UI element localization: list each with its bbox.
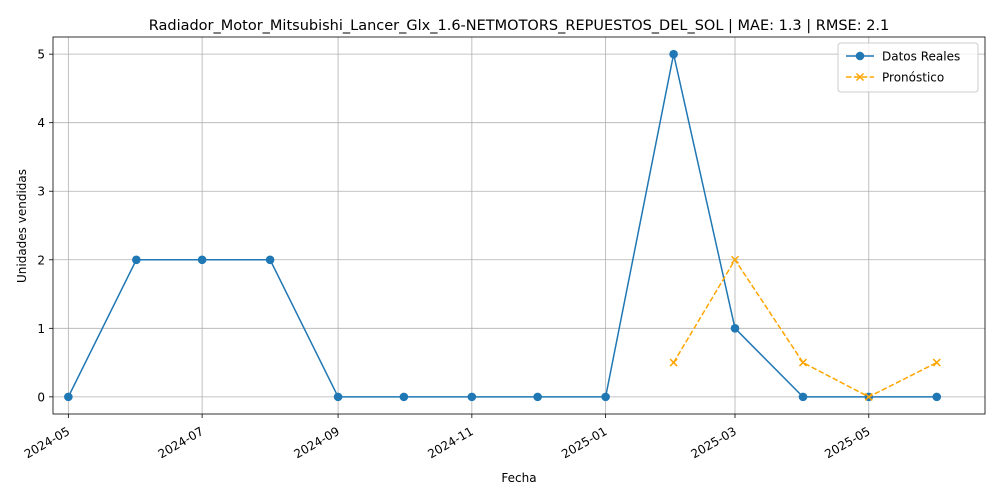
data-point-datos-reales — [265, 255, 275, 265]
data-point-datos-reales — [669, 49, 678, 59]
series-datos-reales — [64, 49, 942, 402]
data-point-pronostico — [798, 358, 808, 367]
legend-item-datos-reales: Datos Reales — [846, 50, 960, 64]
y-tick-label: 2 — [37, 253, 45, 267]
x-tick-label: 2025-05 — [822, 424, 872, 461]
x-tick-label: 2024-09 — [292, 424, 342, 461]
series-pronostico — [669, 255, 941, 401]
data-point-pronostico — [932, 358, 941, 367]
x-axis-label: Fecha — [501, 471, 536, 485]
data-point-pronostico — [669, 358, 678, 367]
data-point-datos-reales — [64, 392, 73, 402]
data-point-datos-reales — [399, 392, 409, 402]
x-tick-label: 2024-07 — [156, 424, 206, 461]
data-point-datos-reales — [932, 392, 942, 402]
chart-title: Radiador_Motor_Mitsubishi_Lancer_Glx_1.6… — [149, 18, 890, 34]
legend-item-pronostico: Pronóstico — [846, 71, 944, 85]
y-tick-label: 5 — [37, 48, 45, 62]
data-point-datos-reales — [798, 392, 808, 402]
legend-marker-pronostico — [855, 72, 865, 82]
x-tick-label: 2025-03 — [688, 424, 738, 461]
x-axis: 2024-05 2024-07 2024-09 2024-11 2025-01 2025-… — [22, 414, 873, 461]
data-point-pronostico — [864, 392, 873, 401]
y-tick-label: 4 — [37, 116, 45, 130]
y-tick-label: 1 — [37, 322, 45, 336]
grid-lines — [53, 37, 985, 414]
x-tick-label: 2025-01 — [559, 424, 609, 461]
data-point-pronostico — [730, 255, 740, 264]
data-point-datos-reales — [601, 392, 610, 402]
data-point-datos-reales — [333, 392, 343, 402]
x-tick-label: 2024-11 — [425, 424, 475, 461]
data-point-datos-reales — [533, 392, 542, 402]
series-group — [64, 49, 942, 402]
y-axis: 0 1 2 3 4 5 — [37, 48, 53, 404]
data-point-datos-reales — [467, 392, 477, 402]
legend-label-pronostico: Pronóstico — [882, 71, 944, 85]
data-point-datos-reales — [197, 255, 207, 265]
data-point-datos-reales — [132, 255, 141, 265]
series-line-pronostico — [672, 258, 938, 398]
series-line-datos-reales — [67, 53, 937, 398]
legend-marker-datos-reales — [855, 51, 865, 61]
x-tick-label: 2024-05 — [22, 424, 72, 461]
legend-label-datos-reales: Datos Reales — [882, 50, 960, 64]
legend: Datos Reales Pronóstico — [837, 42, 979, 93]
y-tick-label: 0 — [37, 390, 45, 404]
y-tick-label: 3 — [37, 185, 45, 199]
y-axis-label: Unidades vendidas — [15, 169, 29, 283]
plot-area-frame — [52, 36, 986, 415]
data-point-datos-reales — [730, 324, 740, 333]
